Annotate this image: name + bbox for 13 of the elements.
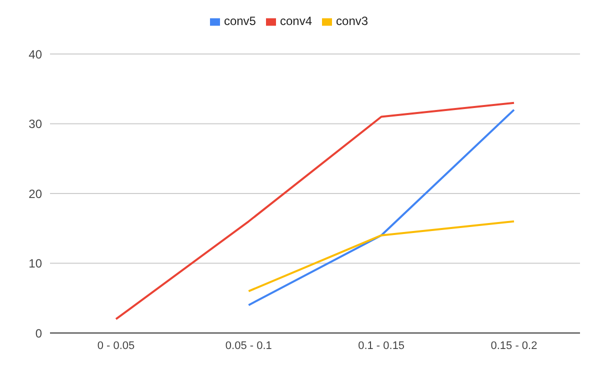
legend-label: conv3 bbox=[336, 14, 368, 28]
y-tick-label: 40 bbox=[28, 47, 42, 62]
x-tick-label: 0 - 0.05 bbox=[97, 340, 135, 352]
line-series bbox=[115, 102, 515, 320]
x-tick-label: 0.05 - 0.1 bbox=[225, 340, 272, 352]
x-tick-label: 0.15 - 0.2 bbox=[490, 340, 538, 352]
legend-label: conv4 bbox=[280, 14, 312, 28]
y-tick-label: 0 bbox=[35, 326, 42, 340]
y-tick-label: 10 bbox=[28, 256, 42, 271]
y-tick-label: 30 bbox=[28, 117, 42, 132]
y-tick-label: 20 bbox=[28, 186, 42, 201]
legend-label: conv5 bbox=[224, 14, 256, 28]
x-tick-label: 0.1 - 0.15 bbox=[358, 340, 405, 352]
